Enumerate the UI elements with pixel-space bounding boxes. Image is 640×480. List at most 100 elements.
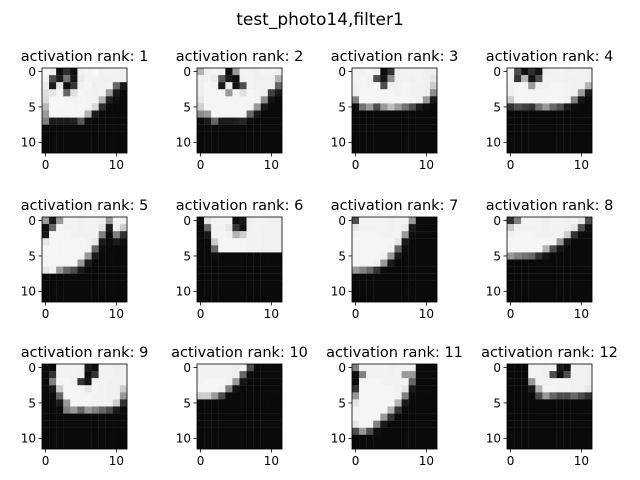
heatmap-cell	[246, 68, 254, 76]
heatmap-cell	[98, 252, 106, 260]
heatmap-cell	[225, 82, 233, 90]
heatmap-cell	[556, 131, 564, 139]
heatmap-cell	[119, 238, 128, 246]
heatmap-cell	[105, 145, 113, 154]
heatmap-cell	[528, 110, 536, 118]
heatmap-cell	[49, 217, 57, 225]
heatmap-cell	[267, 420, 276, 428]
heatmap-cell	[507, 224, 515, 232]
heatmap-cell	[514, 385, 522, 393]
heatmap-cell	[246, 280, 254, 288]
heatmap-cell	[239, 273, 247, 281]
heatmap-cell	[521, 420, 529, 428]
heatmap-cell	[415, 238, 423, 246]
heatmap-cell	[218, 371, 226, 379]
heatmap-cell	[507, 287, 515, 296]
heatmap-cell	[70, 117, 78, 125]
heatmap-cell	[260, 427, 268, 435]
heatmap-cell	[549, 224, 557, 232]
heatmap-cell	[42, 75, 50, 83]
heatmap-cell	[577, 124, 586, 132]
heatmap-cell	[415, 224, 423, 232]
heatmap-cell	[63, 273, 71, 281]
heatmap-cell	[84, 413, 92, 421]
y-tick-label: 5	[183, 100, 191, 114]
heatmap-cell	[211, 420, 219, 428]
heatmap-cell	[211, 406, 219, 414]
heatmap-cell	[204, 217, 212, 225]
heatmap-cell	[70, 124, 78, 132]
heatmap-cell	[366, 266, 374, 274]
heatmap-cell	[49, 68, 57, 76]
heatmap-cell	[267, 238, 276, 246]
heatmap-cell	[570, 364, 578, 372]
heatmap-cell	[42, 364, 50, 372]
heatmap-cell	[556, 252, 564, 260]
heatmap-cell	[98, 231, 106, 239]
heatmap-cell	[422, 124, 431, 132]
heatmap-cell	[359, 399, 367, 407]
y-tick-label: 10	[331, 432, 346, 446]
heatmap-cell	[84, 75, 92, 83]
heatmap-cell	[549, 245, 557, 253]
axes-frame	[506, 363, 593, 450]
heatmap-cell	[528, 280, 536, 288]
heatmap-cell	[119, 103, 128, 111]
heatmap-cell	[535, 266, 543, 274]
heatmap-cell	[352, 82, 360, 90]
heatmap-cell	[260, 420, 268, 428]
heatmap-cell	[415, 378, 423, 386]
heatmap-cell	[91, 371, 99, 379]
heatmap-cell	[225, 434, 233, 443]
heatmap-cell	[556, 420, 564, 428]
heatmap-cell	[204, 280, 212, 288]
heatmap-cell	[373, 124, 381, 132]
heatmap-cell	[570, 280, 578, 288]
heatmap-cell	[42, 287, 50, 296]
heatmap-cell	[105, 371, 113, 379]
heatmap-cell	[84, 82, 92, 90]
heatmap-cell	[535, 252, 543, 260]
heatmap-cell	[563, 385, 571, 393]
heatmap-cell	[218, 252, 226, 260]
heatmap-cell	[422, 231, 431, 239]
heatmap-cell	[204, 231, 212, 239]
heatmap-cell	[556, 287, 564, 296]
heatmap-cell	[197, 371, 205, 379]
heatmap-cell	[359, 280, 367, 288]
heatmap-cell	[408, 413, 416, 421]
heatmap-cell	[570, 110, 578, 118]
heatmap-cell	[584, 245, 593, 253]
heatmap-cell	[359, 392, 367, 400]
heatmap-cell	[415, 131, 423, 139]
heatmap-cell	[239, 231, 247, 239]
heatmap-cell	[373, 399, 381, 407]
heatmap-cell	[112, 75, 121, 83]
heatmap-cell	[105, 231, 113, 239]
heatmap-cell	[246, 406, 254, 414]
heatmap-cell	[77, 224, 85, 232]
heatmap-cell	[387, 68, 395, 76]
heatmap-cell	[267, 364, 276, 372]
heatmap-cell	[352, 280, 360, 288]
heatmap-cell	[211, 245, 219, 253]
heatmap-cell	[507, 371, 515, 379]
heatmap-cell	[422, 68, 431, 76]
heatmap-cell	[507, 294, 515, 303]
heatmap-cell	[373, 364, 381, 372]
heatmap-cell	[549, 273, 557, 281]
heatmap-cell	[380, 231, 388, 239]
heatmap-cell	[577, 110, 586, 118]
heatmap-cell	[70, 378, 78, 386]
heatmap-cell	[507, 145, 515, 154]
heatmap-cell	[218, 138, 226, 147]
heatmap-cell	[556, 217, 564, 225]
heatmap-cell	[225, 96, 233, 104]
heatmap-cell	[549, 266, 557, 274]
heatmap-cell	[70, 238, 78, 246]
heatmap-cell	[507, 420, 515, 428]
heatmap-cell	[394, 96, 402, 104]
x-tick-label: 0	[42, 307, 50, 321]
heatmap-cell	[521, 252, 529, 260]
